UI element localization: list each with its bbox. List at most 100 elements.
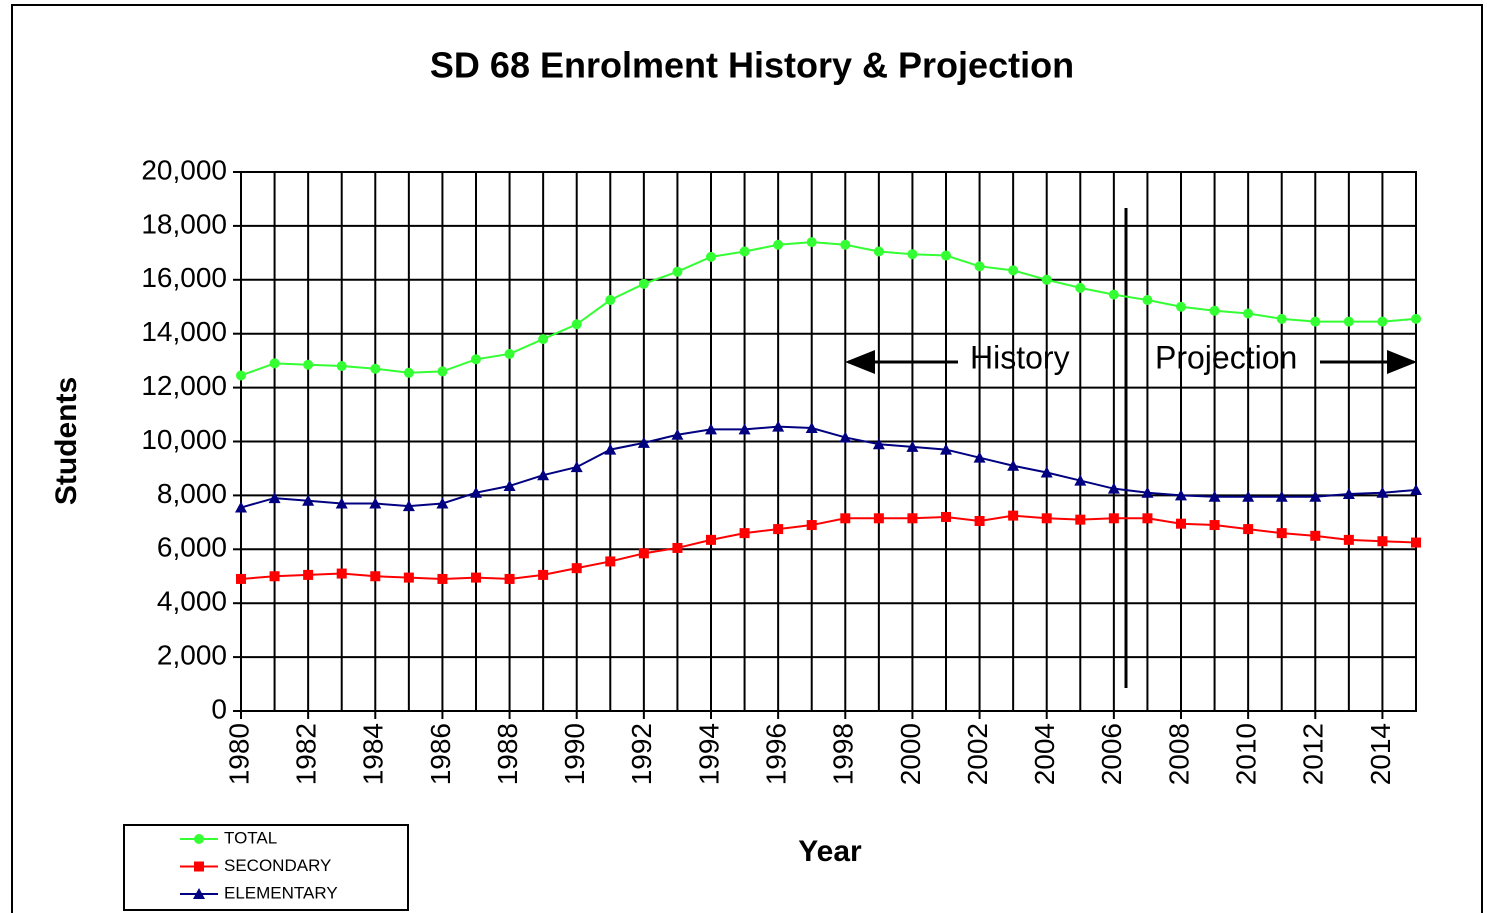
marker (403, 367, 414, 378)
marker (1142, 295, 1153, 306)
marker (504, 573, 515, 584)
y-tick-label: 18,000 (141, 208, 227, 239)
marker (772, 420, 785, 432)
marker (1377, 316, 1388, 327)
marker (873, 513, 884, 524)
marker (773, 524, 784, 535)
marker (1342, 488, 1355, 500)
marker (194, 834, 204, 844)
x-tick-label: 2004 (1029, 723, 1060, 785)
marker (605, 556, 616, 567)
x-tick-label: 2000 (895, 723, 926, 785)
marker (974, 261, 985, 272)
marker (1377, 536, 1388, 547)
x-tick-label: 2008 (1163, 723, 1194, 785)
y-axis-label: Students (50, 377, 83, 505)
marker (471, 354, 481, 365)
marker (236, 573, 246, 584)
marker (1243, 308, 1254, 319)
marker (1376, 486, 1389, 498)
marker (1041, 513, 1052, 524)
marker (1310, 530, 1321, 541)
marker (672, 266, 683, 277)
marker (1411, 537, 1421, 548)
marker (1107, 482, 1120, 494)
marker (268, 492, 281, 504)
x-tick-label: 2012 (1298, 723, 1329, 785)
marker (470, 486, 482, 498)
marker (805, 422, 818, 434)
marker (437, 573, 448, 584)
marker (973, 451, 986, 463)
y-tick-label: 16,000 (141, 262, 227, 293)
marker (974, 516, 985, 527)
marker (335, 497, 348, 509)
marker (1141, 486, 1154, 498)
y-tick-label: 20,000 (141, 154, 227, 185)
marker (236, 370, 246, 381)
marker (840, 513, 851, 524)
x-tick-label: 2006 (1096, 723, 1127, 785)
x-tick-label: 1994 (693, 723, 724, 785)
frame (11, 4, 1483, 913)
marker (1108, 289, 1119, 300)
marker (1108, 513, 1119, 524)
marker (537, 469, 550, 481)
marker (369, 497, 382, 509)
marker (1242, 490, 1255, 502)
marker (471, 572, 481, 583)
marker (570, 461, 583, 473)
marker (370, 363, 381, 374)
marker (1276, 313, 1287, 324)
y-tick-label: 14,000 (141, 316, 227, 347)
y-tick-label: 0 (211, 693, 227, 724)
marker (1410, 484, 1422, 496)
marker (303, 569, 314, 580)
marker (302, 494, 315, 506)
marker (403, 572, 414, 583)
x-tick-label: 1986 (425, 723, 456, 785)
marker (706, 534, 716, 545)
legend-label: TOTAL (224, 828, 277, 847)
series-line (240, 241, 1417, 377)
marker (1176, 518, 1186, 529)
marker (269, 571, 280, 582)
marker (504, 348, 515, 359)
y-tick-label: 4,000 (157, 586, 227, 617)
marker (1176, 301, 1186, 312)
marker (1309, 490, 1322, 502)
marker (738, 423, 751, 435)
marker (193, 888, 205, 899)
marker (638, 278, 649, 289)
marker (873, 246, 884, 257)
marker (503, 479, 516, 491)
marker (1209, 305, 1220, 316)
marker (538, 334, 549, 345)
marker (1343, 534, 1354, 545)
marker (739, 246, 750, 257)
marker (437, 366, 448, 377)
marker (1209, 520, 1220, 531)
marker (194, 861, 204, 872)
marker (370, 571, 381, 582)
marker (604, 443, 617, 455)
marker (907, 249, 918, 260)
marker (1008, 510, 1019, 521)
marker (269, 358, 280, 369)
marker (705, 423, 717, 435)
chart-title: SD 68 Enrolment History & Projection (430, 45, 1074, 86)
marker (436, 497, 449, 509)
annotation: History (970, 339, 1070, 375)
marker (571, 319, 582, 330)
y-tick-label: 2,000 (157, 639, 227, 670)
marker (1074, 474, 1087, 486)
marker (235, 501, 247, 513)
marker (806, 520, 817, 531)
marker (1041, 274, 1052, 285)
marker (1075, 282, 1086, 293)
x-axis-label: Year (798, 835, 862, 868)
marker (1175, 489, 1187, 501)
marker (806, 237, 817, 248)
